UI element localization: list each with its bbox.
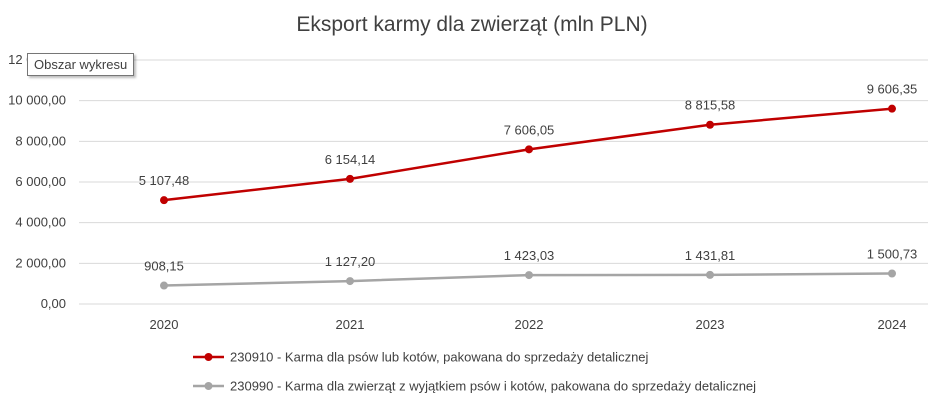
data-point[interactable] (525, 271, 533, 280)
data-label: 1 127,20 (325, 254, 376, 269)
data-point[interactable] (525, 145, 533, 154)
data-label: 1 500,73 (867, 246, 918, 261)
series-2: 908,15 1 127,20 1 423,03 1 431,81 1 500,73 (144, 246, 918, 290)
legend-point-marker (204, 353, 213, 361)
x-tick-label: 2024 (878, 317, 907, 332)
data-label: 7 606,05 (504, 122, 555, 137)
x-tick-label: 2022 (515, 317, 544, 332)
y-tick-label: 6 000,00 (15, 174, 66, 189)
data-point[interactable] (160, 281, 168, 290)
y-tick-label: 8 000,00 (15, 133, 66, 148)
x-axis-ticks: 2020 2021 2022 2023 2024 (150, 317, 907, 332)
data-point[interactable] (888, 269, 896, 278)
data-point[interactable] (888, 104, 896, 113)
legend-label: 230910 - Karma dla psów lub kotów, pakow… (230, 350, 649, 365)
legend[interactable]: 230910 - Karma dla psów lub kotów, pakow… (193, 350, 756, 394)
data-point[interactable] (346, 277, 354, 286)
data-label: 1 423,03 (504, 248, 555, 263)
series-1: 5 107,48 6 154,14 7 606,05 8 815,58 9 606,35 (139, 82, 918, 205)
data-label: 9 606,35 (867, 82, 918, 97)
x-tick-label: 2023 (696, 317, 725, 332)
y-tick-label: 2 000,00 (15, 255, 66, 270)
chart-area-tooltip: Obszar wykresu (27, 53, 135, 76)
y-axis-ticks: 0,00 2 000,00 4 000,00 6 000,00 8 000,00 10 0… (8, 52, 66, 311)
series-group: 5 107,48 6 154,14 7 606,05 8 815,58 9 606,35… (139, 82, 918, 290)
legend-label: 230990 - Karma dla zwierząt z wyjątkiem … (230, 379, 756, 394)
data-point[interactable] (346, 174, 354, 183)
legend-item[interactable]: 230910 - Karma dla psów lub kotów, pakow… (193, 350, 649, 365)
data-point[interactable] (706, 270, 714, 279)
y-tick-label: 10 000,00 (8, 93, 66, 108)
legend-point-marker (204, 382, 213, 390)
data-label: 8 815,58 (685, 98, 736, 113)
data-label: 5 107,48 (139, 173, 190, 188)
data-label: 1 431,81 (685, 248, 736, 263)
x-tick-label: 2020 (150, 317, 179, 332)
x-tick-label: 2021 (336, 317, 365, 332)
data-label: 908,15 (144, 259, 184, 274)
gridlines (79, 59, 928, 305)
data-point[interactable] (160, 196, 168, 205)
data-label: 6 154,14 (325, 152, 376, 167)
y-tick-label: 0,00 (41, 296, 66, 311)
y-tick-label: 4 000,00 (15, 215, 66, 230)
chart-title: Eksport karmy dla zwierząt (mln PLN) (296, 13, 647, 36)
legend-item[interactable]: 230990 - Karma dla zwierząt z wyjątkiem … (193, 379, 756, 394)
data-point[interactable] (706, 120, 714, 129)
